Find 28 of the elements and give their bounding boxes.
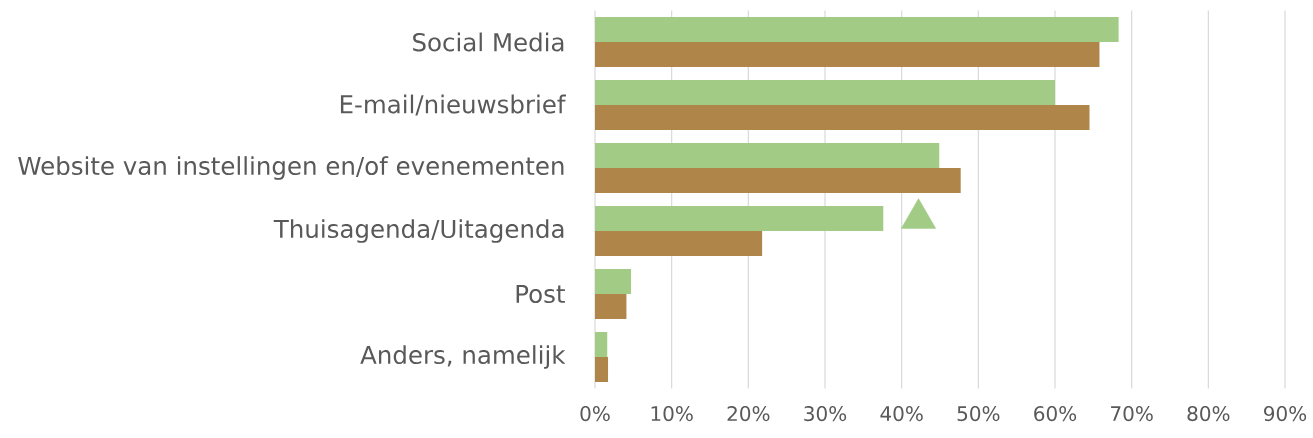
bar — [595, 332, 608, 357]
x-tick-label: 30% — [804, 406, 847, 422]
bar — [595, 105, 1090, 130]
x-tick-label: 60% — [1034, 406, 1077, 422]
bar — [595, 231, 763, 256]
bar — [595, 143, 940, 168]
y-tick-label: Anders, namelijk — [360, 345, 566, 369]
bar — [595, 357, 609, 382]
bar — [595, 168, 961, 193]
bar — [595, 17, 1119, 42]
x-tick-label: 90% — [1264, 406, 1307, 422]
bar — [595, 294, 627, 319]
x-tick-label: 70% — [1111, 406, 1153, 422]
x-tick-label: 0% — [580, 406, 610, 422]
y-tick-label: Social Media — [413, 32, 564, 52]
x-tick-label: 20% — [727, 406, 770, 422]
x-tick-label: 50% — [957, 406, 1000, 422]
y-tick-label: Thuisagenda/Uitagenda — [273, 219, 564, 243]
y-tick-label: Website van instellingen en/of evenementen — [18, 156, 564, 180]
bar — [595, 269, 632, 294]
bar — [595, 42, 1100, 67]
y-tick-label: E-mail/nieuwsbrief — [340, 94, 566, 116]
x-tick-label: 10% — [651, 406, 693, 422]
x-tick-label: 40% — [880, 406, 923, 422]
y-tick-label: Post — [516, 284, 565, 304]
bar — [595, 80, 1055, 105]
x-tick-label: 80% — [1187, 406, 1230, 422]
bar — [595, 206, 884, 231]
